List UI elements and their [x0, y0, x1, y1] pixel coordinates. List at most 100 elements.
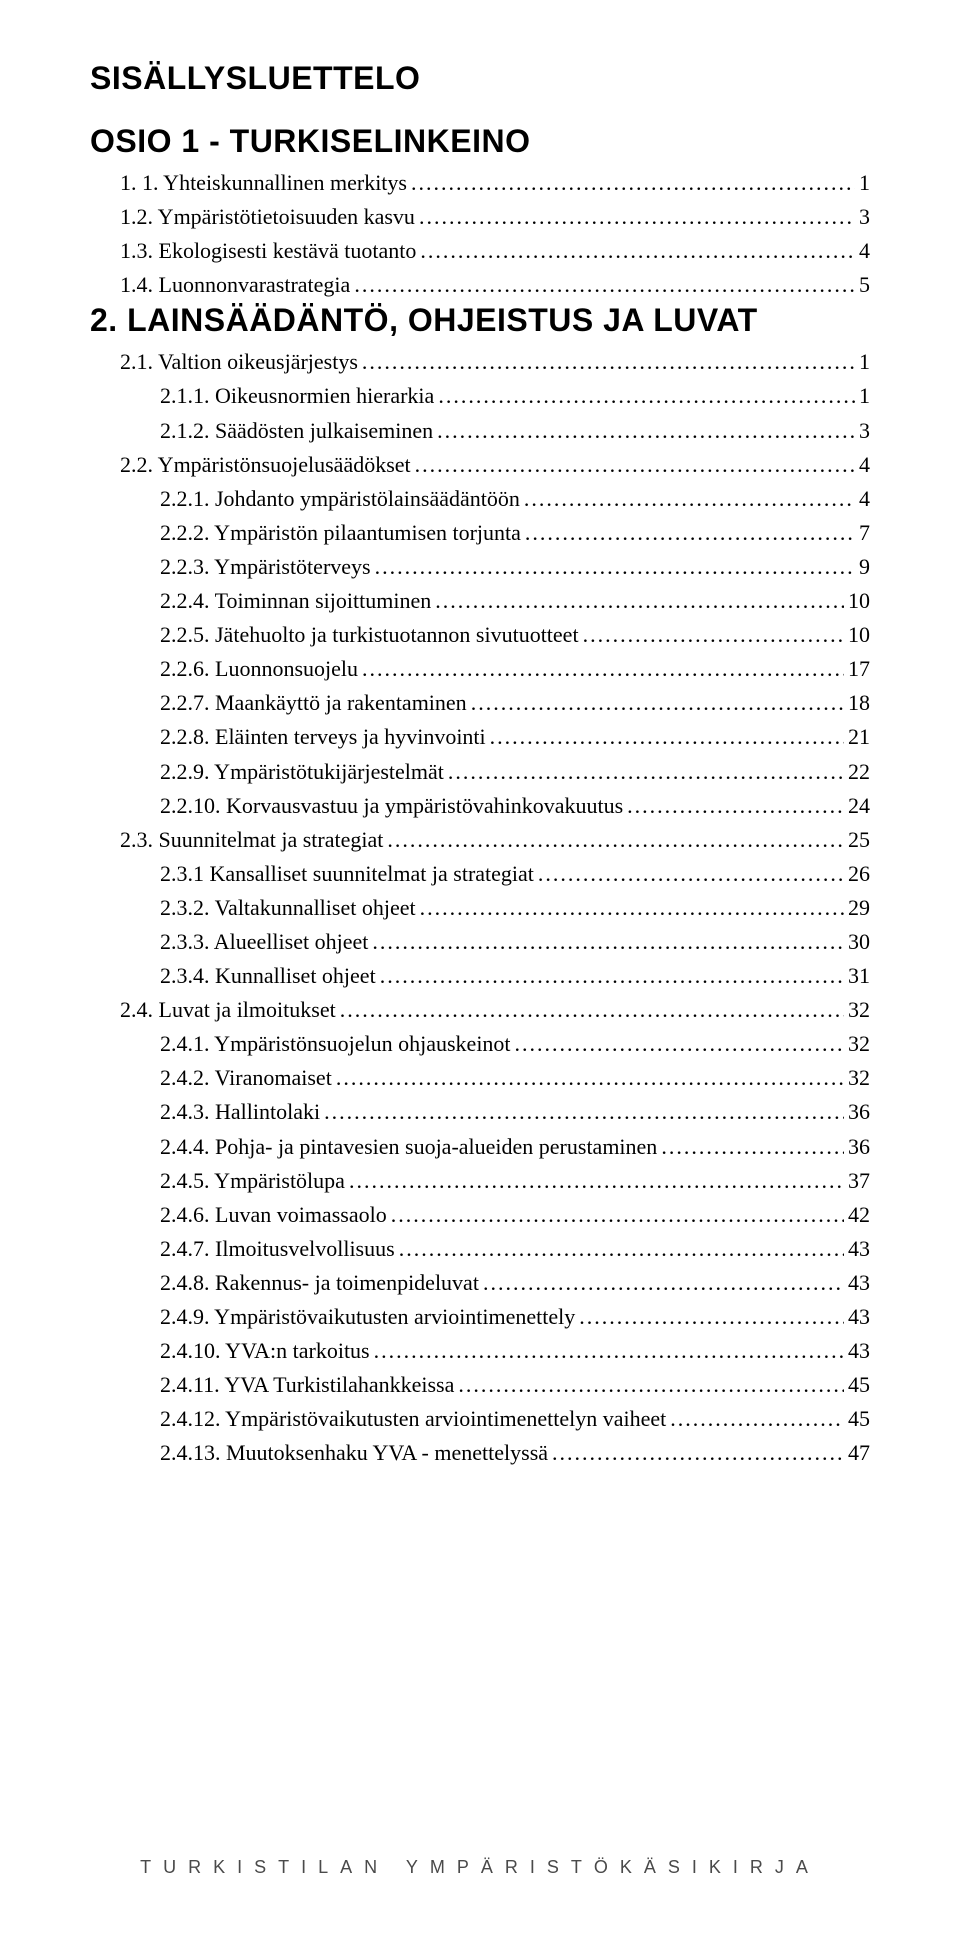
- toc-entry-label: 2.1.1. Oikeusnormien hierarkia: [160, 379, 434, 413]
- toc-entry: 2.4.13. Muutoksenhaku YVA - menettelyssä…: [90, 1436, 870, 1470]
- toc-leader-dots: [435, 584, 844, 618]
- toc-entry-label: 2.2.3. Ympäristöterveys: [160, 550, 371, 584]
- footer-text: TURKISTILAN YMPÄRISTÖKÄSIKIRJA: [0, 1857, 960, 1878]
- toc-entry-label: 2.2.7. Maankäyttö ja rakentaminen: [160, 686, 467, 720]
- toc-entry: 1.2. Ympäristötietoisuuden kasvu3: [90, 200, 870, 234]
- toc-leader-dots: [420, 234, 855, 268]
- toc-entry-label: 2.2.5. Jätehuolto ja turkistuotannon siv…: [160, 618, 579, 652]
- toc-entry-page: 31: [848, 959, 870, 993]
- toc-leader-dots: [437, 414, 855, 448]
- toc-entry: 2.3. Suunnitelmat ja strategiat25: [90, 823, 870, 857]
- toc-entry-label: 2.2.9. Ympäristötukijärjestelmät: [160, 755, 444, 789]
- toc-entry-label: 2.4.4. Pohja- ja pintavesien suoja-aluei…: [160, 1130, 657, 1164]
- toc-entry-label: 2.3.4. Kunnalliset ohjeet: [160, 959, 376, 993]
- toc-leader-dots: [362, 652, 844, 686]
- toc-leader-dots: [415, 448, 855, 482]
- toc-leader-dots: [471, 686, 844, 720]
- toc-leader-dots: [399, 1232, 844, 1266]
- toc-entry-page: 43: [848, 1334, 870, 1368]
- toc-entry: 2.2.10. Korvausvastuu ja ympäristövahink…: [90, 789, 870, 823]
- toc-entry: 2.4.8. Rakennus- ja toimenpideluvat 43: [90, 1266, 870, 1300]
- section-heading: OSIO 1 - TURKISELINKEINO: [90, 123, 870, 160]
- toc-entry-label: 2.4.8. Rakennus- ja toimenpideluvat: [160, 1266, 479, 1300]
- toc-leader-dots: [483, 1266, 844, 1300]
- toc-entry: 2.4.6. Luvan voimassaolo42: [90, 1198, 870, 1232]
- toc-entry: 2.3.4. Kunnalliset ohjeet 31: [90, 959, 870, 993]
- toc-entry-label: 2.3.3. Alueelliset ohjeet: [160, 925, 368, 959]
- toc-entry: 2.2.4. Toiminnan sijoittuminen10: [90, 584, 870, 618]
- toc-entry: 2.2. Ympäristönsuojelusäädökset 4: [90, 448, 870, 482]
- toc-entry-label: 2.4.3. Hallintolaki: [160, 1095, 320, 1129]
- toc-entry-page: 18: [848, 686, 870, 720]
- toc-leader-dots: [552, 1436, 844, 1470]
- toc-entry-page: 36: [848, 1130, 870, 1164]
- toc-entry-label: 2.4.5. Ympäristölupa: [160, 1164, 345, 1198]
- toc-leader-dots: [336, 1061, 844, 1095]
- toc-entry: 2.4.7. Ilmoitusvelvollisuus43: [90, 1232, 870, 1266]
- toc-entry: 2.4.5. Ympäristölupa37: [90, 1164, 870, 1198]
- toc-leader-dots: [538, 857, 844, 891]
- toc-entry-label: 1. 1. Yhteiskunnallinen merkitys: [120, 166, 407, 200]
- toc-leader-dots: [419, 200, 855, 234]
- toc-entry: 2.1. Valtion oikeusjärjestys1: [90, 345, 870, 379]
- toc-entry: 2.2.9. Ympäristötukijärjestelmät 22: [90, 755, 870, 789]
- toc-entry-label: 1.4. Luonnonvarastrategia: [120, 268, 350, 302]
- toc-leader-dots: [579, 1300, 844, 1334]
- toc-entry-page: 45: [848, 1368, 870, 1402]
- toc-leader-dots: [515, 1027, 844, 1061]
- toc-entry-page: 22: [848, 755, 870, 789]
- toc-entry-page: 47: [848, 1436, 870, 1470]
- toc-leader-dots: [391, 1198, 844, 1232]
- toc-entry: 2.4.12. Ympäristövaikutusten arviointime…: [90, 1402, 870, 1436]
- toc-leader-dots: [525, 516, 855, 550]
- toc-entry-label: 2.2.10. Korvausvastuu ja ympäristövahink…: [160, 789, 623, 823]
- toc-entry-label: 2.4.7. Ilmoitusvelvollisuus: [160, 1232, 395, 1266]
- toc-entry-page: 43: [848, 1266, 870, 1300]
- toc-entry-page: 1: [859, 166, 870, 200]
- toc-entry: 2.4.10. YVA:n tarkoitus43: [90, 1334, 870, 1368]
- toc-entry: 2.2.7. Maankäyttö ja rakentaminen 18: [90, 686, 870, 720]
- toc-leader-dots: [420, 891, 844, 925]
- toc-entry-page: 4: [859, 448, 870, 482]
- toc-leader-dots: [340, 993, 844, 1027]
- toc-entry-page: 3: [859, 200, 870, 234]
- section-heading: 2. LAINSÄÄDÄNTÖ, OHJEISTUS JA LUVAT: [90, 302, 870, 339]
- toc-entry-label: 2.4.2. Viranomaiset: [160, 1061, 332, 1095]
- toc-entry-page: 7: [859, 516, 870, 550]
- toc-leader-dots: [670, 1402, 844, 1436]
- toc-entry-page: 4: [859, 482, 870, 516]
- toc-entry-page: 9: [859, 550, 870, 584]
- toc-entry-page: 10: [848, 584, 870, 618]
- toc-entry-page: 42: [848, 1198, 870, 1232]
- toc-entry: 2.4.9. Ympäristövaikutusten arviointimen…: [90, 1300, 870, 1334]
- toc-entry-label: 2.4.11. YVA Turkistilahankkeissa: [160, 1368, 454, 1402]
- toc-entry-page: 36: [848, 1095, 870, 1129]
- toc-leader-dots: [380, 959, 844, 993]
- toc-leader-dots: [349, 1164, 844, 1198]
- toc-entry: 2.3.3. Alueelliset ohjeet30: [90, 925, 870, 959]
- toc-entry-page: 4: [859, 234, 870, 268]
- toc-entry-label: 2.2. Ympäristönsuojelusäädökset: [120, 448, 411, 482]
- toc-entry-label: 2.4.12. Ympäristövaikutusten arviointime…: [160, 1402, 666, 1436]
- toc-entry-page: 32: [848, 1027, 870, 1061]
- toc-entry: 2.2.3. Ympäristöterveys 9: [90, 550, 870, 584]
- toc-entry-page: 10: [848, 618, 870, 652]
- toc-entry-label: 2.3.1 Kansalliset suunnitelmat ja strate…: [160, 857, 534, 891]
- toc-leader-dots: [375, 550, 855, 584]
- toc-entry-label: 2.3. Suunnitelmat ja strategiat: [120, 823, 383, 857]
- toc-entry: 2.3.2. Valtakunnalliset ohjeet29: [90, 891, 870, 925]
- toc-entry: 2.4.1. Ympäristönsuojelun ohjauskeinot32: [90, 1027, 870, 1061]
- toc-entry-page: 3: [859, 414, 870, 448]
- toc-entry-label: 2.2.6. Luonnonsuojelu: [160, 652, 358, 686]
- toc-leader-dots: [490, 720, 844, 754]
- toc-entry-page: 43: [848, 1300, 870, 1334]
- toc-leader-dots: [411, 166, 855, 200]
- toc-entry-page: 21: [848, 720, 870, 754]
- toc-entry: 2.4.2. Viranomaiset32: [90, 1061, 870, 1095]
- toc-leader-dots: [627, 789, 844, 823]
- toc-entry-label: 2.2.2. Ympäristön pilaantumisen torjunta: [160, 516, 521, 550]
- toc-entry-page: 17: [848, 652, 870, 686]
- toc-entry: 2.2.2. Ympäristön pilaantumisen torjunta…: [90, 516, 870, 550]
- toc-leader-dots: [448, 755, 844, 789]
- toc-entry: 2.2.6. Luonnonsuojelu 17: [90, 652, 870, 686]
